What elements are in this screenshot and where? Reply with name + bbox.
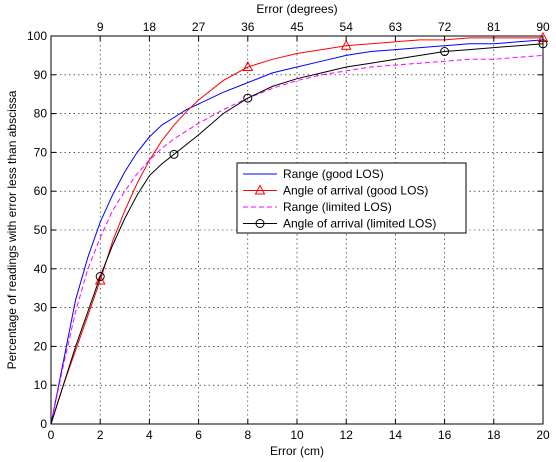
y-tick-label: 20 xyxy=(34,339,48,353)
x2-tick-label: 63 xyxy=(389,20,403,34)
y-tick-label: 90 xyxy=(34,68,48,82)
x2-tick-label: 45 xyxy=(290,20,304,34)
legend-label: Angle of arrival (good LOS) xyxy=(283,184,428,198)
marker-circle xyxy=(95,272,105,282)
x-tick-label: 4 xyxy=(146,428,153,442)
x2-tick-label: 9 xyxy=(97,20,104,34)
marker-triangle xyxy=(254,184,266,195)
x2-tick-label: 27 xyxy=(192,20,206,34)
y-axis-label: Percentage of readings with error less t… xyxy=(5,90,19,369)
marker-circle xyxy=(440,47,450,57)
legend-entry: Angle of arrival (limited LOS) xyxy=(243,217,436,231)
x-tick-label: 0 xyxy=(48,428,55,442)
x2-tick-label: 54 xyxy=(340,20,354,34)
x2-tick-label: 36 xyxy=(241,20,255,34)
x2-tick-label: 72 xyxy=(438,20,452,34)
legend-box xyxy=(236,162,467,234)
marker-circle xyxy=(255,219,265,228)
legend-entry: Range (good LOS) xyxy=(243,167,384,181)
series-line xyxy=(50,54,544,425)
series-layer xyxy=(50,31,549,425)
x2-tick-label: 18 xyxy=(143,20,157,34)
series-2 xyxy=(50,54,544,425)
x-axis-label: Error (cm) xyxy=(270,444,324,458)
y-tick-label: 70 xyxy=(34,145,48,159)
x-tick-label: 8 xyxy=(244,428,251,442)
y-tick-label: 40 xyxy=(34,262,48,276)
x-tick-label: 14 xyxy=(389,428,403,442)
legend: Range (good LOS) Angle of arrival (good L… xyxy=(236,162,467,234)
y-tick-label: 80 xyxy=(34,107,48,121)
x-tick-label: 10 xyxy=(290,428,304,442)
y-tick-label: 30 xyxy=(34,301,48,315)
x-tick-label: 12 xyxy=(340,428,354,442)
legend-entry: Range (limited LOS) xyxy=(243,200,392,214)
x-tick-label: 20 xyxy=(536,428,550,442)
x2-axis-label: Error (degrees) xyxy=(256,2,337,16)
x-tick-label: 16 xyxy=(438,428,452,442)
x-tick-label: 18 xyxy=(487,428,501,442)
x-tick-label: 6 xyxy=(195,428,202,442)
x2-tick-label: 90 xyxy=(536,20,550,34)
legend-label: Range (limited LOS) xyxy=(283,200,392,214)
marker-circle xyxy=(243,93,253,103)
marker-triangle xyxy=(242,60,254,72)
y-tick-label: 60 xyxy=(34,184,48,198)
marker-triangle xyxy=(340,39,352,50)
legend-label: Angle of arrival (limited LOS) xyxy=(283,217,436,231)
legend-label: Range (good LOS) xyxy=(283,167,384,181)
x-tick-label: 2 xyxy=(97,428,104,442)
series-line xyxy=(50,43,544,425)
y-tick-label: 0 xyxy=(40,417,47,431)
marker-circle xyxy=(169,149,179,159)
axis-ticks: 0 2 4 6 8 10 12 14 16 18 20 9 18 27 36 45 54 63 72 81 90 0 10 2… xyxy=(27,20,550,442)
x2-tick-label: 81 xyxy=(487,20,501,34)
legend-entry: Angle of arrival (good LOS) xyxy=(243,184,428,198)
y-tick-label: 100 xyxy=(27,29,47,43)
y-tick-label: 50 xyxy=(34,223,48,237)
series-line xyxy=(50,39,544,425)
y-tick-label: 10 xyxy=(34,378,48,392)
series-0 xyxy=(50,39,544,425)
